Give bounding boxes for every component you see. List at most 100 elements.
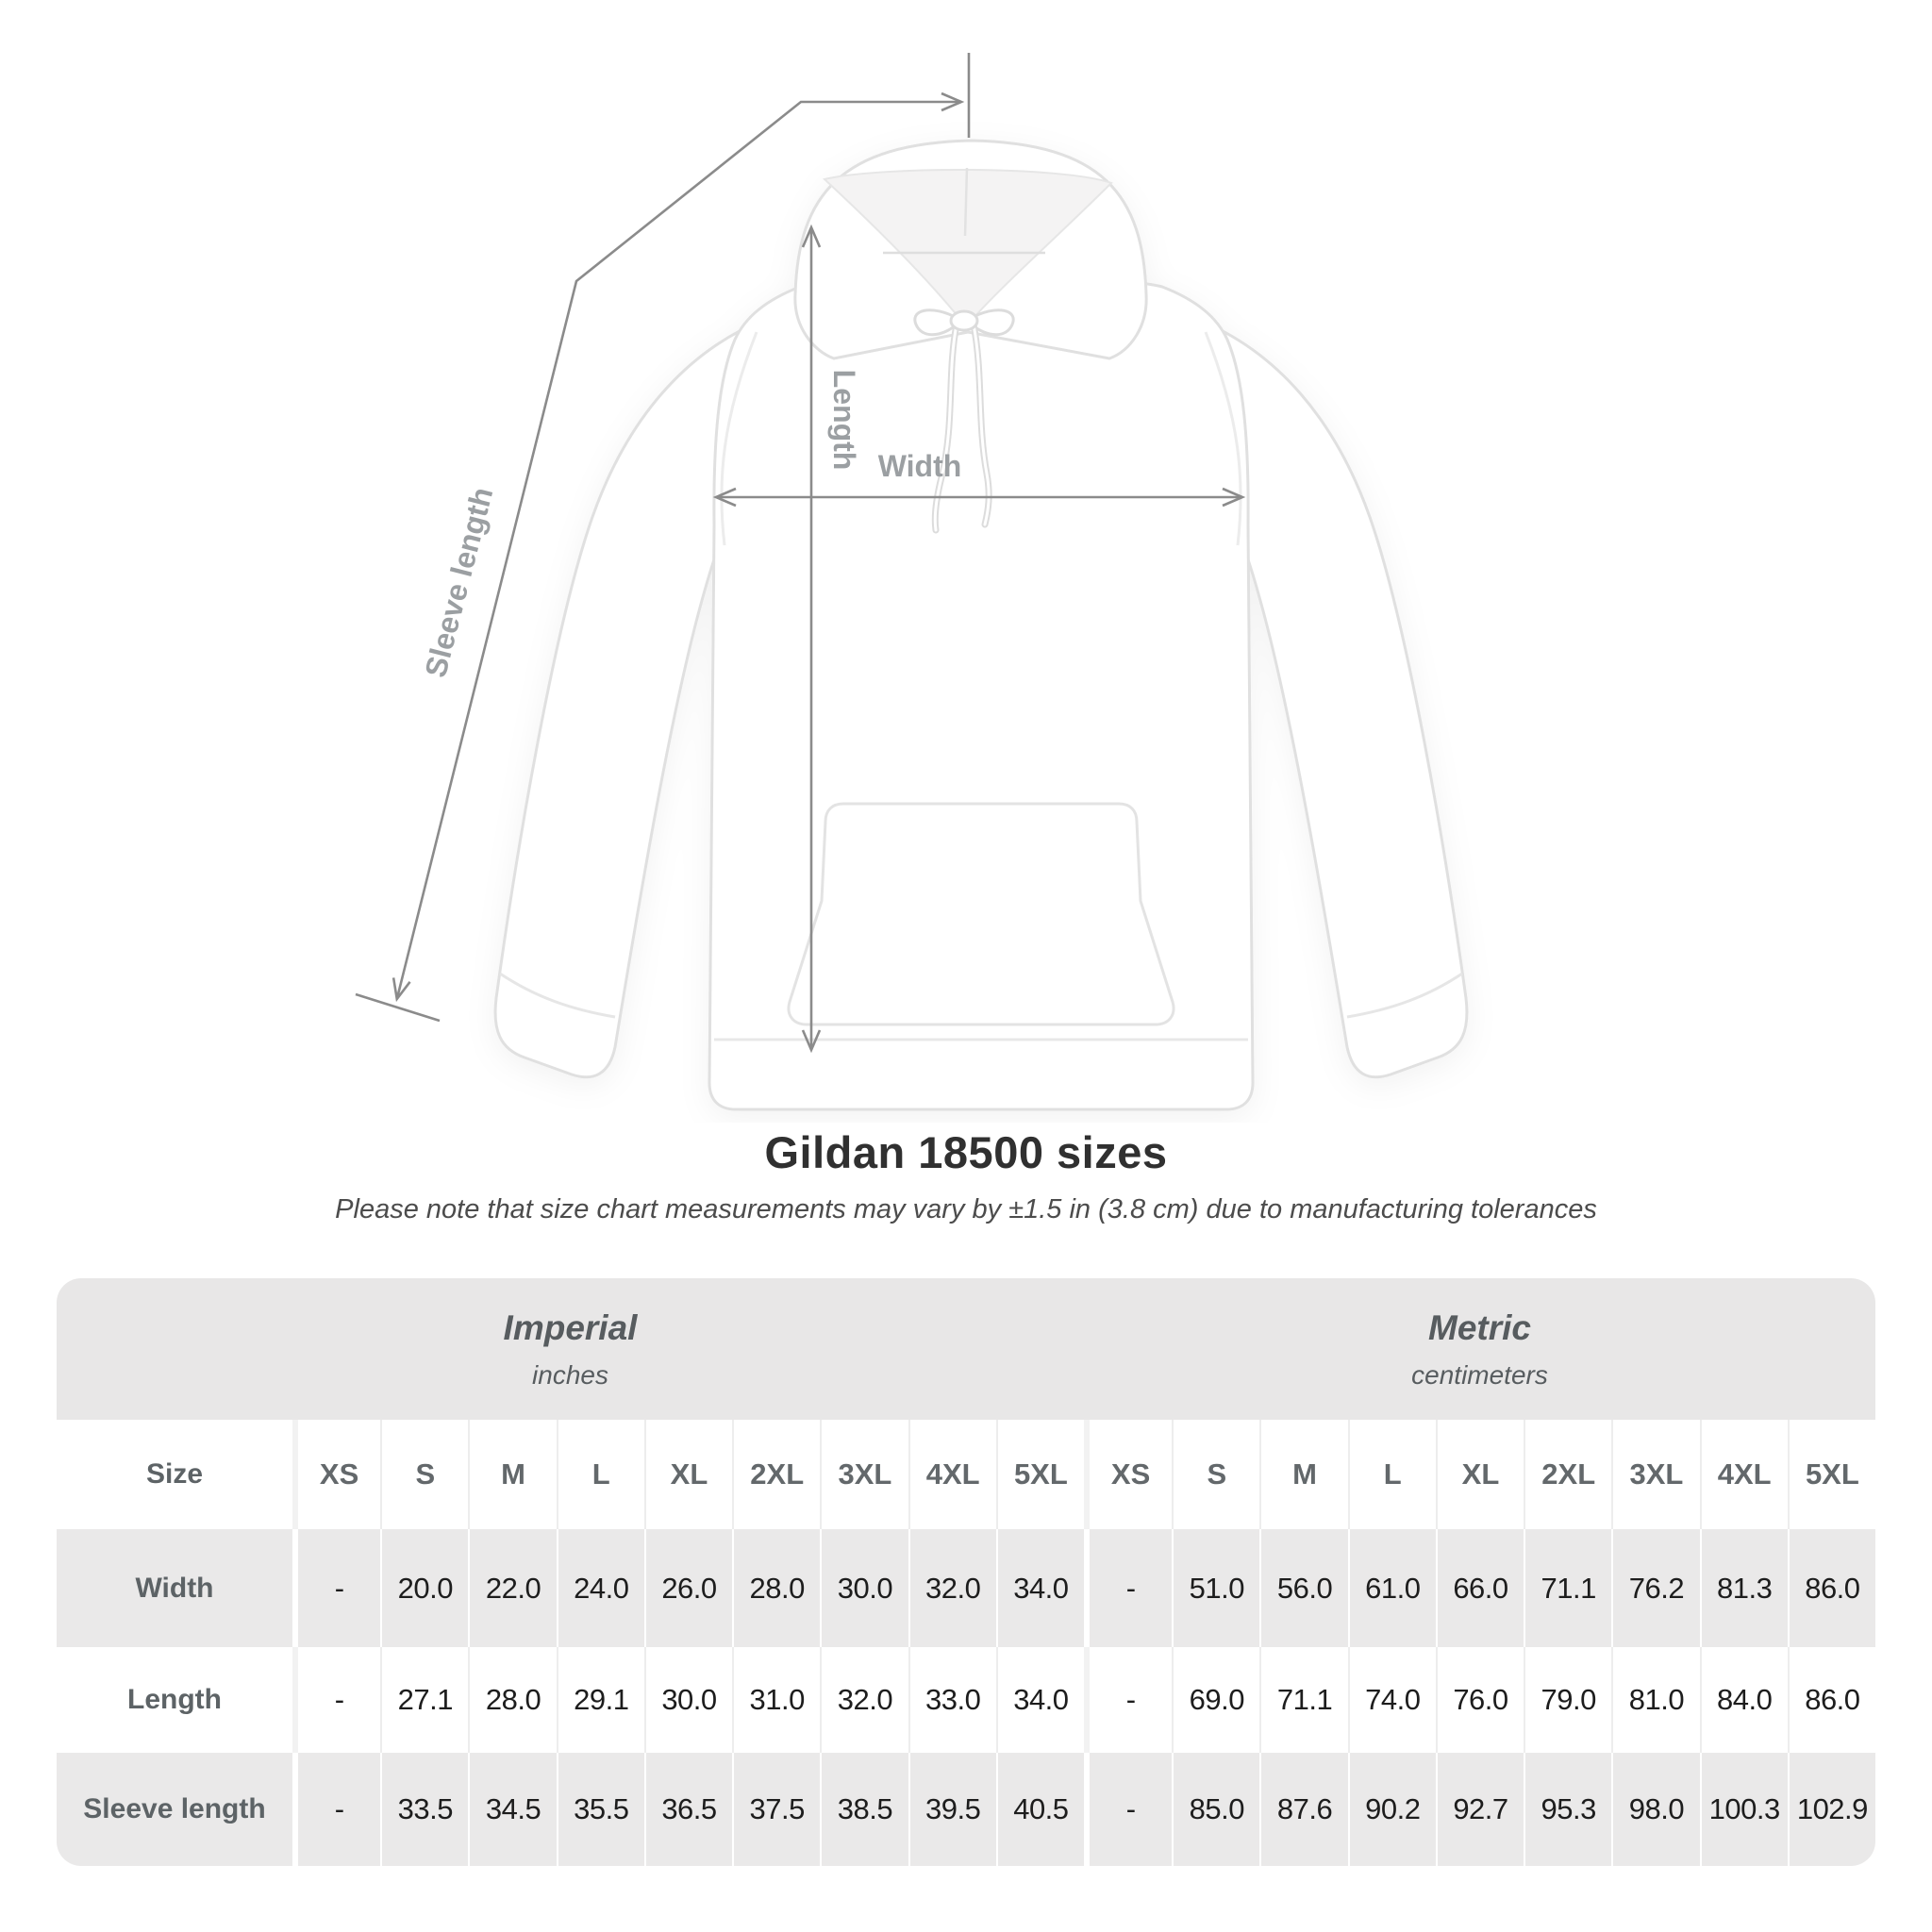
- value-cell: 86.0: [1787, 1529, 1875, 1647]
- column-header-cell: XS: [292, 1420, 380, 1529]
- value-cell: 98.0: [1611, 1753, 1700, 1866]
- column-header-cell: XL: [1435, 1420, 1524, 1529]
- size-grid: Size XS S M L XL 2XL 3XL 4XL 5XL XS S M L XL 2XL 3XL 4XL 5…: [57, 1420, 1875, 1866]
- value-cell: 26.0: [643, 1529, 733, 1647]
- value-cell: 81.3: [1699, 1529, 1788, 1647]
- imperial-title: Imperial: [503, 1307, 638, 1347]
- metric-unit: centimeters: [1411, 1359, 1548, 1390]
- column-header-cell: 4XL: [908, 1420, 996, 1529]
- column-header-cell: M: [1259, 1420, 1347, 1529]
- value-cell: 37.5: [732, 1753, 821, 1866]
- sleeve-length-label: Sleeve length: [418, 484, 499, 681]
- value-cell: 36.5: [643, 1753, 733, 1866]
- column-header-cell: L: [556, 1420, 644, 1529]
- column-header-cell: 4XL: [1699, 1420, 1788, 1529]
- hoodie-illustration: [493, 139, 1469, 1111]
- value-cell: -: [292, 1529, 381, 1647]
- value-cell: 66.0: [1435, 1529, 1524, 1647]
- hoodie-right-sleeve: [1194, 316, 1469, 1079]
- row-label-cell: Sleeve length: [57, 1753, 292, 1866]
- title-block: Gildan 18500 sizes Please note that size…: [0, 1126, 1932, 1225]
- value-cell: 92.7: [1435, 1753, 1524, 1866]
- value-cell: 30.0: [643, 1647, 732, 1753]
- sleeve-length-end-tick: [355, 992, 441, 1023]
- sleeve-length-line: [391, 92, 965, 1003]
- value-cell: 85.0: [1172, 1753, 1260, 1866]
- value-cell: 84.0: [1699, 1647, 1788, 1753]
- value-cell: 69.0: [1172, 1647, 1259, 1753]
- column-header-cell: L: [1347, 1420, 1436, 1529]
- column-header-cell: 2XL: [732, 1420, 820, 1529]
- value-cell: 32.0: [820, 1647, 908, 1753]
- value-cell: 30.0: [820, 1529, 908, 1647]
- value-cell: 79.0: [1524, 1647, 1611, 1753]
- value-cell: 34.5: [468, 1753, 557, 1866]
- column-header-cell: 3XL: [820, 1420, 908, 1529]
- value-cell: 95.3: [1524, 1753, 1612, 1866]
- value-cell: 34.0: [995, 1647, 1084, 1753]
- value-cell: 22.0: [468, 1529, 557, 1647]
- row-label-cell: Width: [57, 1529, 292, 1647]
- value-cell: 24.0: [556, 1529, 644, 1647]
- value-cell: 56.0: [1259, 1529, 1348, 1647]
- drawstring-knot: [949, 309, 979, 332]
- value-cell: 40.5: [995, 1753, 1084, 1866]
- column-header-cell: S: [1172, 1420, 1259, 1529]
- value-cell: 28.0: [468, 1647, 556, 1753]
- value-cell: 28.0: [732, 1529, 821, 1647]
- value-cell: 29.1: [556, 1647, 644, 1753]
- value-cell: 20.0: [380, 1529, 469, 1647]
- value-cell: -: [1083, 1647, 1172, 1753]
- metric-title: Metric: [1428, 1307, 1531, 1347]
- length-label: Length: [827, 370, 861, 471]
- value-cell: 31.0: [732, 1647, 820, 1753]
- units-band: Imperial inches Metric centimeters: [57, 1278, 1875, 1420]
- value-cell: 74.0: [1347, 1647, 1436, 1753]
- size-column-header: Size: [145, 1458, 204, 1490]
- value-cell: 38.5: [820, 1753, 908, 1866]
- value-cell: -: [1083, 1529, 1173, 1647]
- value-cell: -: [292, 1647, 380, 1753]
- value-cell: 90.2: [1347, 1753, 1436, 1866]
- value-cell: 86.0: [1787, 1647, 1875, 1753]
- value-cell: 39.5: [908, 1753, 996, 1866]
- hoodie-right-armhole-seam: [1204, 331, 1242, 546]
- value-cell: 100.3: [1699, 1753, 1788, 1866]
- column-header-cell: 5XL: [995, 1420, 1084, 1529]
- value-cell: 34.0: [995, 1529, 1084, 1647]
- value-cell: -: [292, 1753, 381, 1866]
- imperial-section-header: Imperial inches: [57, 1278, 1084, 1420]
- column-header-cell: 3XL: [1611, 1420, 1699, 1529]
- value-cell: 32.0: [908, 1529, 996, 1647]
- value-cell: 71.1: [1524, 1529, 1612, 1647]
- value-cell: 27.1: [380, 1647, 468, 1753]
- column-header-cell: 2XL: [1524, 1420, 1611, 1529]
- column-header-cell: S: [380, 1420, 468, 1529]
- hoodie-right-cuff-seam: [1346, 972, 1463, 1019]
- size-table: Imperial inches Metric centimeters Size X…: [57, 1278, 1875, 1866]
- tolerance-note: Please note that size chart measurements…: [335, 1194, 1597, 1224]
- column-header-cell: XL: [643, 1420, 732, 1529]
- hoodie-measurement-diagram: Length Width Sleeve length: [355, 53, 1469, 1111]
- value-cell: 87.6: [1259, 1753, 1348, 1866]
- value-cell: 71.1: [1259, 1647, 1347, 1753]
- measurement-lines: [355, 53, 1246, 1054]
- column-header-cell: M: [468, 1420, 556, 1529]
- page-title: Gildan 18500 sizes: [764, 1127, 1168, 1177]
- value-cell: 33.5: [380, 1753, 469, 1866]
- value-cell: 33.0: [908, 1647, 996, 1753]
- hood-center-seam: [963, 167, 969, 237]
- imperial-unit: inches: [532, 1359, 608, 1390]
- value-cell: 81.0: [1611, 1647, 1699, 1753]
- value-cell: 61.0: [1347, 1529, 1436, 1647]
- hoodie-pocket: [787, 802, 1175, 1026]
- value-cell: 76.2: [1611, 1529, 1700, 1647]
- value-cell: 76.0: [1435, 1647, 1524, 1753]
- metric-section-header: Metric centimeters: [1084, 1278, 1875, 1420]
- column-header-cell: 5XL: [1787, 1420, 1875, 1529]
- width-label: Width: [878, 449, 962, 483]
- value-cell: 102.9: [1787, 1753, 1875, 1866]
- value-cell: 51.0: [1172, 1529, 1260, 1647]
- row-label-cell: Length: [127, 1684, 222, 1715]
